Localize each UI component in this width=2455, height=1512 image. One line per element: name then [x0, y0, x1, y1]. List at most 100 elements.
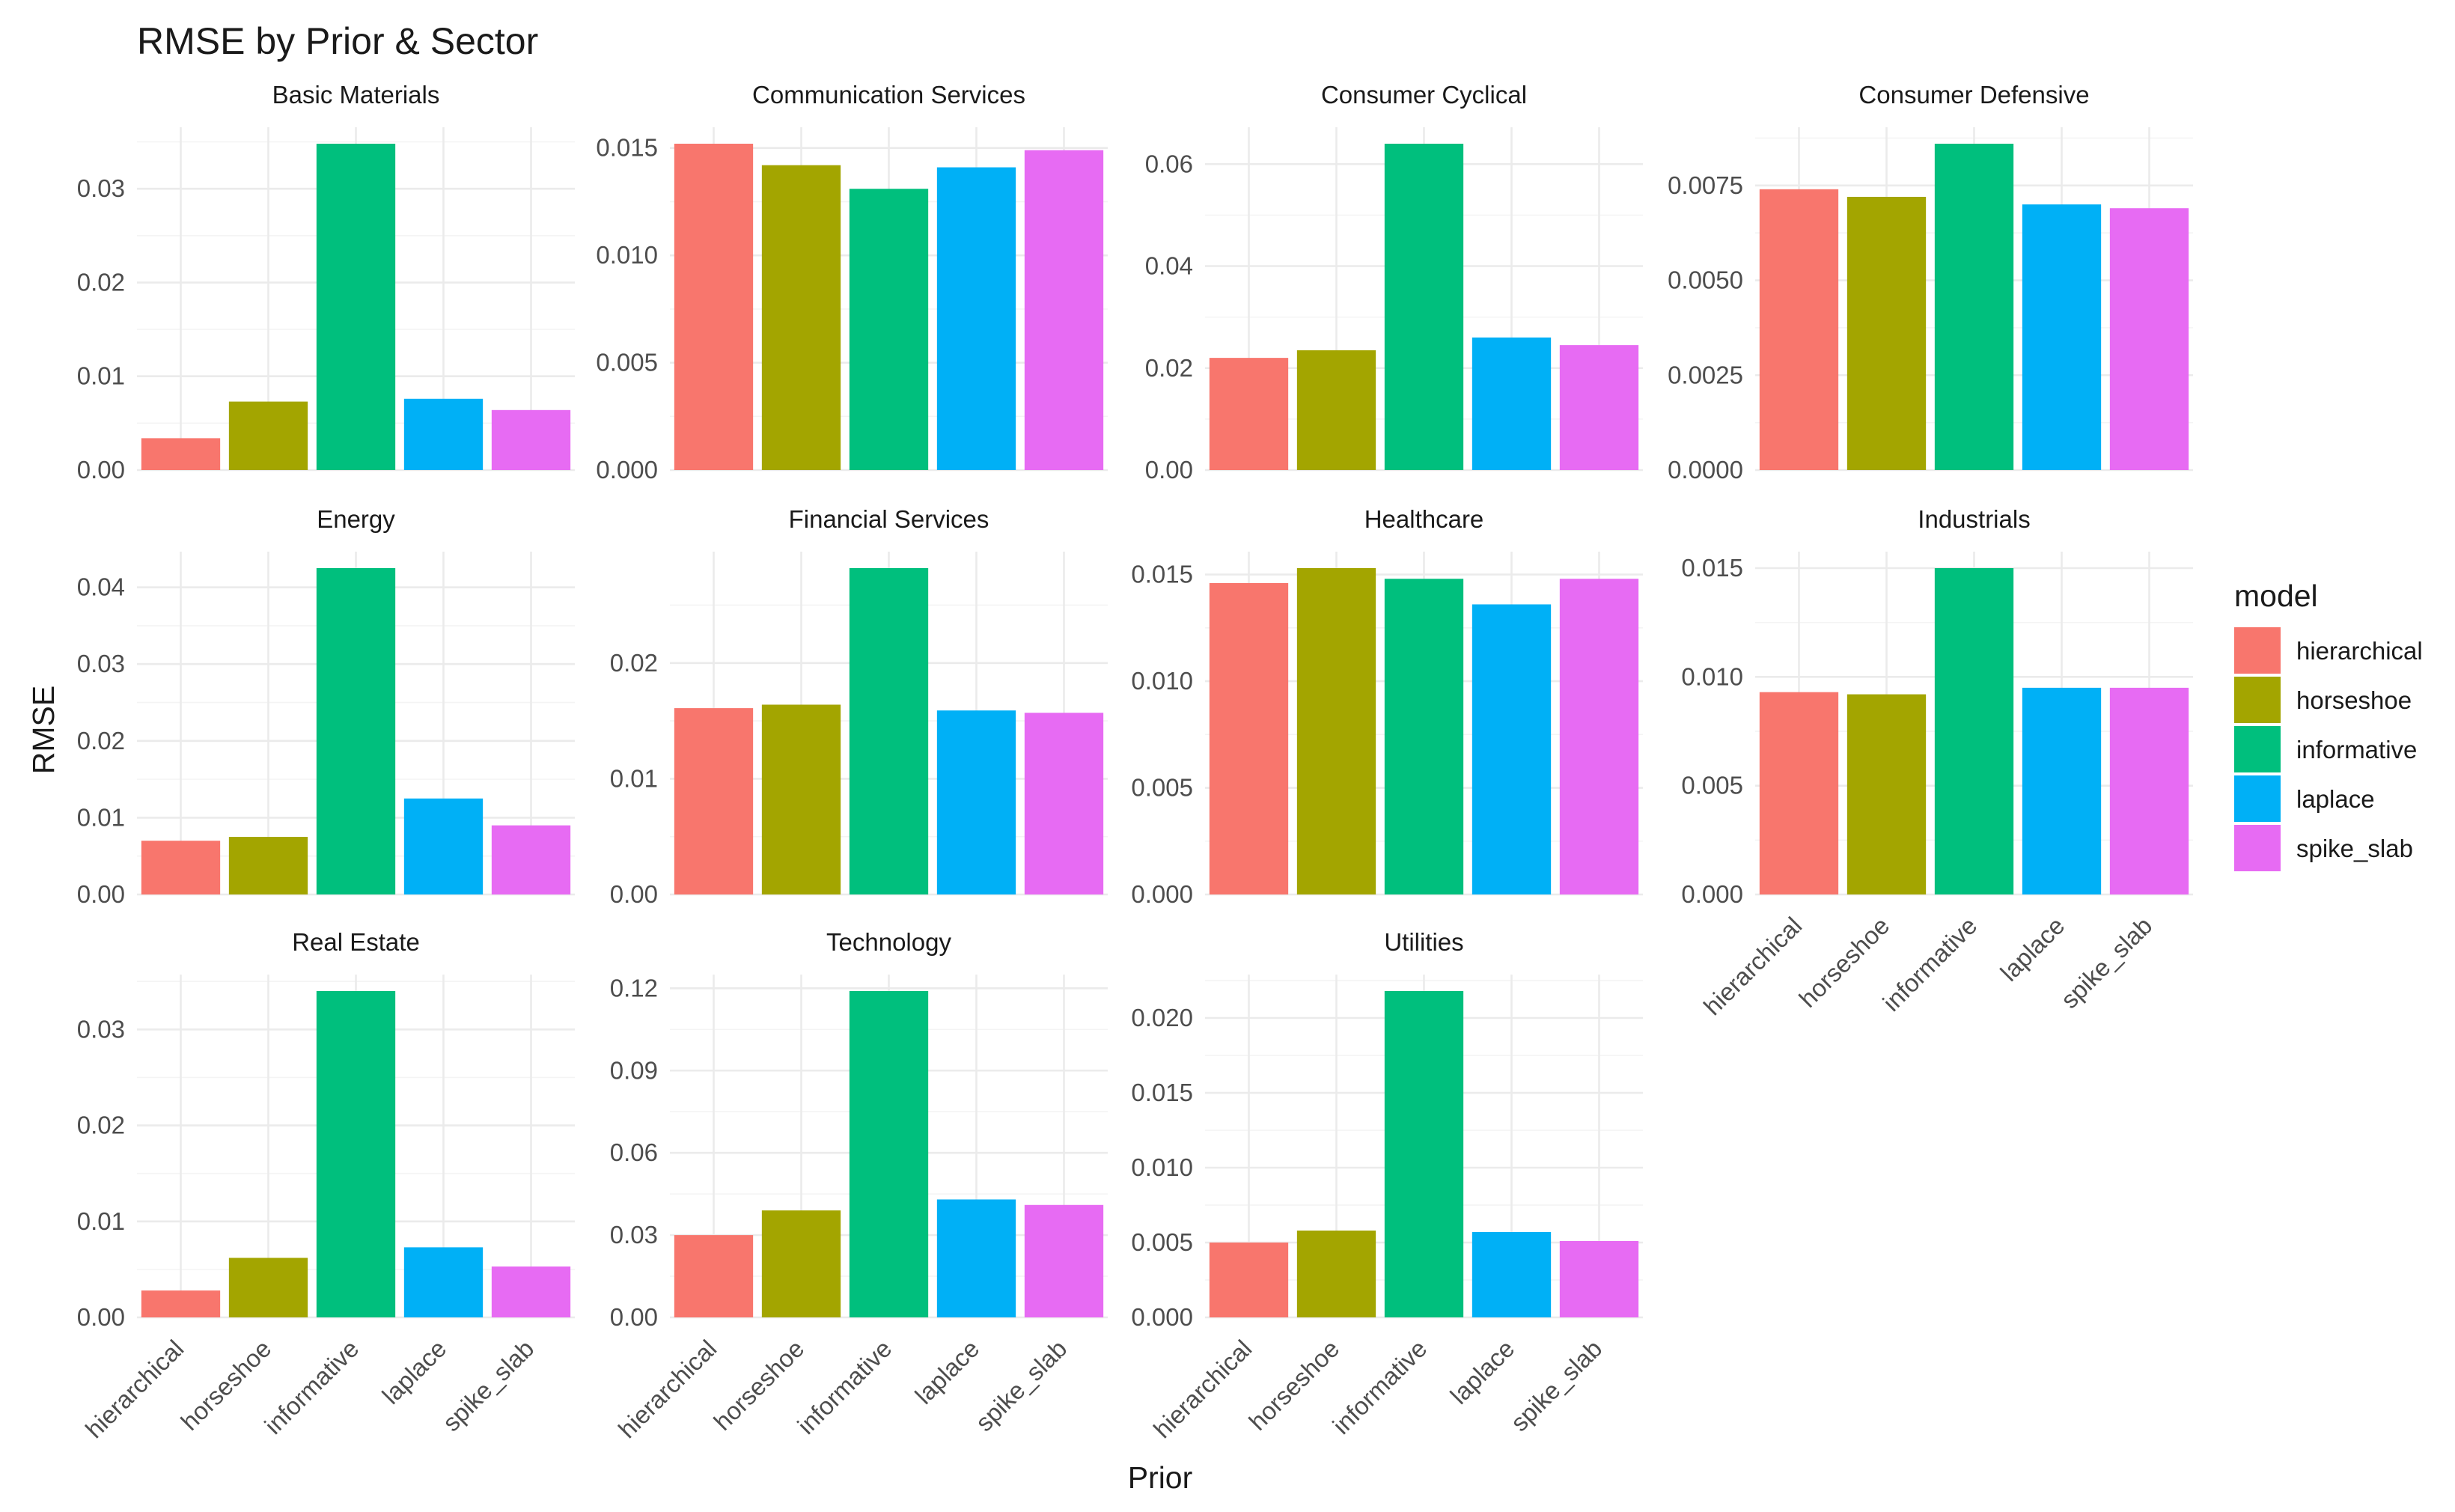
- bar-energy-hierarchical: [141, 841, 221, 894]
- facet-consumer-defensive: Consumer Defensive 0.0000 0.0025 0.0050 0.00…: [1668, 81, 2193, 484]
- bar-technology-hierarchical: [674, 1235, 754, 1317]
- y-tick-label: 0.00: [77, 880, 125, 908]
- x-tick-label: informative: [1877, 912, 1982, 1016]
- x-tick-label: informative: [259, 1335, 364, 1439]
- bar-real-estate-informative: [316, 991, 396, 1317]
- y-tick-label: 0.000: [1131, 880, 1193, 908]
- y-tick-label: 0.0025: [1668, 361, 1743, 388]
- facet-title: Healthcare: [1364, 505, 1484, 533]
- bar-industrials-horseshoe: [1846, 694, 1927, 894]
- y-tick-label: 0.01: [77, 803, 125, 831]
- legend-label: horseshoe: [2296, 686, 2412, 714]
- y-tick-label: 0.01: [77, 1207, 125, 1235]
- y-tick-label: 0.005: [596, 349, 658, 377]
- bar-consumer-cyclical-hierarchical: [1209, 358, 1289, 470]
- x-tick-label: hierarchical: [80, 1335, 189, 1443]
- y-tick-label: 0.00: [610, 1303, 658, 1331]
- y-tick-label: 0.0000: [1668, 456, 1743, 484]
- legend-title: model: [2234, 579, 2318, 613]
- x-tick-label: informative: [1327, 1335, 1432, 1439]
- x-tick-label: spike_slab: [2055, 912, 2157, 1013]
- y-tick-label: 0.04: [1145, 252, 1193, 280]
- bar-financial-services-laplace: [936, 710, 1016, 894]
- y-tick-label: 0.000: [1681, 880, 1743, 908]
- y-tick-label: 0.0075: [1668, 171, 1743, 199]
- bar-consumer-defensive-spike_slab: [2109, 208, 2189, 470]
- y-tick-label: 0.00: [77, 1303, 125, 1331]
- y-tick-label: 0.000: [1131, 1303, 1193, 1331]
- bar-energy-laplace: [403, 798, 484, 894]
- y-tick-label: 0.010: [1131, 667, 1193, 695]
- legend-key-horseshoe: [2234, 677, 2281, 723]
- bar-real-estate-hierarchical: [141, 1290, 221, 1317]
- x-tick-label: hierarchical: [1148, 1335, 1257, 1443]
- facet-title: Energy: [317, 505, 395, 533]
- x-tick-label: hierarchical: [613, 1335, 722, 1443]
- bar-energy-informative: [316, 568, 396, 894]
- bar-healthcare-spike_slab: [1559, 579, 1639, 894]
- y-tick-label: 0.03: [77, 650, 125, 677]
- y-tick-label: 0.005: [1131, 774, 1193, 802]
- bar-technology-spike_slab: [1024, 1204, 1104, 1317]
- bar-consumer-defensive-horseshoe: [1846, 196, 1927, 470]
- legend-label: hierarchical: [2296, 637, 2423, 665]
- bar-utilities-spike_slab: [1559, 1241, 1639, 1317]
- y-tick-label: 0.02: [77, 727, 125, 755]
- bar-technology-informative: [849, 991, 929, 1317]
- x-axis-title: Prior: [1128, 1460, 1193, 1495]
- x-tick-label: informative: [792, 1335, 897, 1439]
- y-tick-label: 0.00: [1145, 456, 1193, 484]
- bar-consumer-defensive-laplace: [2022, 204, 2102, 470]
- x-tick-label: laplace: [376, 1335, 451, 1409]
- legend-label: laplace: [2296, 785, 2375, 813]
- x-tick-label: laplace: [1995, 912, 2070, 987]
- bar-utilities-laplace: [1472, 1232, 1552, 1317]
- y-tick-label: 0.04: [77, 573, 125, 601]
- legend-key-hierarchical: [2234, 627, 2281, 674]
- facet-title: Consumer Defensive: [1858, 81, 2089, 109]
- facet-real-estate: Real Estate0.000.010.020.03hierarchicalh…: [77, 928, 575, 1443]
- facet-title: Basic Materials: [272, 81, 440, 109]
- bar-technology-laplace: [936, 1199, 1016, 1317]
- bar-communication-services-spike_slab: [1024, 150, 1104, 470]
- bar-financial-services-horseshoe: [761, 704, 841, 894]
- x-tick-label: hierarchical: [1698, 912, 1807, 1020]
- bar-industrials-laplace: [2022, 687, 2102, 894]
- facet-healthcare: Healthcare 0.000 0.005 0.010 0.015: [1131, 505, 1643, 908]
- facet-energy: Energy 0.00 0.01 0.02 0.03 0.04: [77, 505, 575, 908]
- bar-consumer-cyclical-laplace: [1472, 337, 1552, 470]
- bar-basic-materials-hierarchical: [141, 438, 221, 470]
- facet-technology: Technology 0.00 0.03 0.06 0.09 0.12 hierarchic…: [610, 928, 1108, 1443]
- y-tick-label: 0.06: [1145, 150, 1193, 177]
- bar-financial-services-spike_slab: [1024, 713, 1104, 894]
- bar-technology-horseshoe: [761, 1210, 841, 1317]
- y-tick-label: 0.000: [596, 456, 658, 484]
- y-tick-label: 0.010: [596, 241, 658, 269]
- y-tick-label: 0.06: [610, 1138, 658, 1166]
- bar-consumer-cyclical-spike_slab: [1559, 345, 1639, 470]
- bar-industrials-spike_slab: [2109, 687, 2189, 894]
- legend-label: informative: [2296, 736, 2417, 763]
- facet-industrials: Industrials 0.000 0.005 0.010 0.015 hierarchi…: [1681, 505, 2193, 1020]
- y-tick-label: 0.005: [1681, 772, 1743, 799]
- bar-real-estate-horseshoe: [228, 1258, 308, 1317]
- facet-title: Consumer Cyclical: [1321, 81, 1527, 109]
- y-tick-label: 0.015: [1681, 554, 1743, 582]
- bar-basic-materials-laplace: [403, 398, 484, 470]
- x-tick-label: spike_slab: [437, 1335, 539, 1436]
- bar-industrials-informative: [1934, 568, 2014, 894]
- y-tick-label: 0.02: [77, 268, 125, 296]
- y-tick-label: 0.02: [610, 649, 658, 677]
- facet-title: Industrials: [1918, 505, 2030, 533]
- bar-basic-materials-spike_slab: [491, 409, 571, 470]
- legend-key-spike_slab: [2234, 825, 2281, 871]
- bar-energy-horseshoe: [228, 837, 308, 894]
- facet-consumer-cyclical: Consumer Cyclical 0.00 0.02 0.04 0.06: [1145, 81, 1643, 484]
- bar-communication-services-hierarchical: [674, 144, 754, 470]
- bar-communication-services-horseshoe: [761, 165, 841, 470]
- facet-communication-services: Communication Services 0.000 0.005 0.010 0.0…: [596, 81, 1108, 484]
- bar-energy-spike_slab: [491, 825, 571, 894]
- y-tick-label: 0.01: [77, 362, 125, 390]
- bar-healthcare-hierarchical: [1209, 582, 1289, 894]
